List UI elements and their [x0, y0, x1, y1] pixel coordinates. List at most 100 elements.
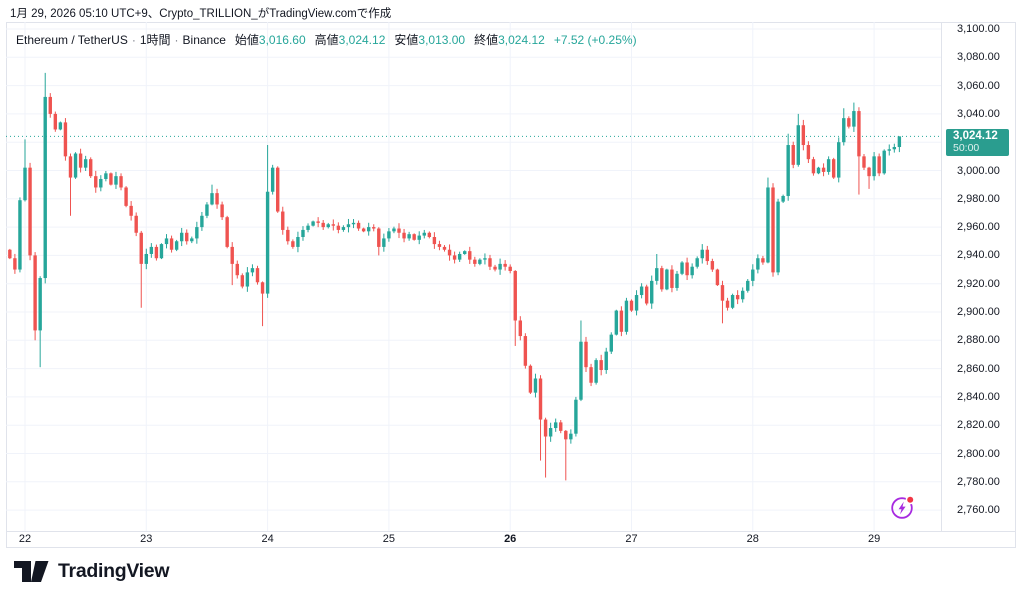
candle-body	[892, 147, 897, 150]
legend-exchange: Binance	[182, 33, 226, 47]
candle-body	[452, 255, 457, 260]
candle-body	[842, 118, 846, 143]
badge-countdown: 50:00	[953, 142, 980, 155]
price-tick-label: 3,040.00	[957, 107, 1000, 120]
candle-body	[862, 156, 866, 168]
candle-body	[442, 246, 447, 250]
candle-body	[644, 286, 649, 304]
candle-body	[366, 227, 371, 232]
candle-body	[372, 227, 376, 229]
candle-body	[604, 351, 608, 371]
price-tick-label: 2,800.00	[957, 447, 1000, 460]
time-tick-label: 28	[746, 533, 759, 545]
candle-body	[417, 235, 421, 240]
candle-body	[680, 262, 684, 274]
candle-body	[609, 334, 613, 352]
candle-body	[230, 246, 234, 264]
candle-body	[528, 365, 533, 393]
candle-body	[564, 430, 568, 440]
candle-body	[361, 228, 366, 232]
candle-body	[341, 227, 346, 230]
candle-body	[326, 224, 330, 228]
candle-body	[513, 270, 517, 321]
time-tick-label: 26	[504, 533, 517, 545]
price-tick-label: 2,820.00	[957, 419, 1000, 432]
candle-body	[109, 173, 113, 185]
candle-body	[291, 241, 295, 247]
candle-body	[179, 232, 184, 242]
candle-body	[387, 231, 391, 239]
price-tick-label: 2,860.00	[957, 362, 1000, 375]
candle-body	[8, 249, 12, 259]
candle-body	[205, 204, 209, 216]
candle-body	[174, 241, 179, 250]
candle-body	[508, 266, 512, 271]
candle-body	[831, 159, 836, 178]
candle-body	[321, 222, 325, 228]
candle-body	[857, 111, 861, 157]
time-tick-label: 25	[382, 533, 396, 545]
candle-body	[725, 300, 730, 308]
candle-body	[250, 268, 255, 273]
candle-body	[518, 320, 523, 337]
price-tick-label: 2,880.00	[957, 334, 1000, 347]
candle-body	[816, 167, 821, 174]
candle-body	[164, 238, 169, 245]
legend-open: 始値3,016.60	[234, 33, 306, 47]
price-tick-label: 2,780.00	[957, 475, 1000, 488]
candlestick-canvas[interactable]	[6, 22, 941, 531]
candle-body	[210, 193, 214, 205]
candle-body	[761, 258, 765, 263]
tradingview-logo-text: TradingView	[58, 560, 170, 582]
candle-body	[99, 178, 103, 188]
candle-body	[286, 229, 290, 242]
legend-change: +7.52 (+0.25%)	[553, 33, 637, 47]
flash-button[interactable]	[889, 494, 916, 521]
candle-body	[185, 232, 189, 242]
candle-body	[154, 246, 159, 259]
candle-body	[781, 195, 785, 202]
candle-body	[766, 187, 770, 263]
candle-body	[129, 205, 133, 216]
candle-body	[473, 259, 477, 264]
candle-body	[584, 341, 588, 368]
candle-body	[655, 268, 659, 281]
time-axis[interactable]: 22 23 24 25 26 27 28 29	[6, 533, 941, 548]
candle-body	[412, 234, 416, 240]
candle-body	[306, 225, 310, 230]
price-tick-label: 2,920.00	[957, 277, 1000, 290]
candle-body	[751, 269, 755, 281]
candle-body	[806, 145, 811, 160]
candle-body	[296, 237, 300, 247]
candle-body	[437, 244, 442, 247]
candle-body	[690, 266, 694, 276]
legend-close: 終値3,024.12	[474, 33, 545, 47]
candle-body	[240, 275, 245, 287]
tradingview-logo[interactable]: TradingView	[14, 560, 170, 583]
candle-body	[73, 153, 78, 178]
candle-body	[134, 215, 138, 233]
badge-price: 3,024.12	[953, 130, 998, 143]
candle-body	[94, 176, 98, 188]
candle-body	[235, 263, 239, 276]
price-axis[interactable]: 3,024.12 50:00 2,760.00 2,780.00 2,800.00 2…	[942, 22, 1016, 531]
tradingview-mark-icon	[14, 560, 49, 582]
candle-body	[377, 228, 381, 247]
candle-body	[402, 232, 406, 239]
candle-body	[852, 111, 856, 127]
price-tick-label: 3,000.00	[957, 164, 1000, 177]
candle-body	[538, 378, 543, 420]
legend-interval: 1時間	[139, 33, 171, 47]
legend-separator: ·	[131, 33, 136, 47]
price-tick-label: 2,900.00	[957, 306, 1000, 318]
candle-body	[675, 273, 679, 288]
legend-low: 安値3,013.00	[394, 33, 466, 47]
time-tick-label: 27	[625, 533, 638, 545]
candle-body	[382, 238, 386, 247]
candle-body	[149, 246, 154, 254]
candle-body	[897, 136, 902, 148]
candle-body	[821, 167, 826, 172]
candle-body	[660, 268, 664, 290]
candle-body	[503, 263, 507, 267]
time-tick-label: 22	[18, 533, 32, 545]
